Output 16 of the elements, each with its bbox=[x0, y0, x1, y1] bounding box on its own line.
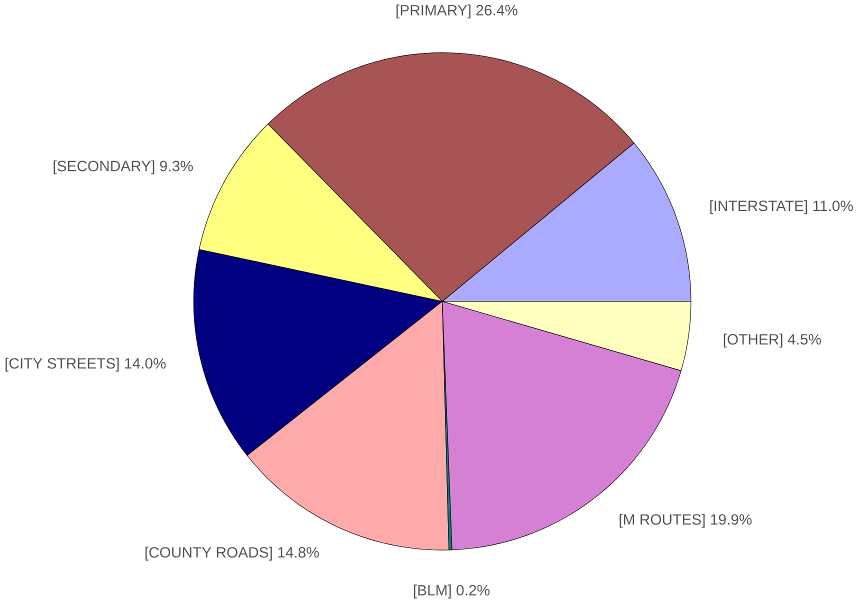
data-label: 14.0% bbox=[125, 358, 166, 369]
slice-label: [CITY STREETS] bbox=[6, 358, 119, 372]
slice-label: [OTHER] bbox=[724, 334, 782, 348]
slice-label: [INTERSTATE] bbox=[710, 200, 808, 214]
data-label: 0.2% bbox=[456, 584, 490, 596]
slice-label: [BLM] bbox=[414, 584, 451, 598]
data-label: 4.5% bbox=[788, 334, 821, 345]
data-label: 14.8% bbox=[278, 547, 319, 558]
slice-label: [SECONDARY] bbox=[54, 160, 154, 174]
data-label: 11.0% bbox=[813, 200, 853, 212]
slice-label: [COUNTY ROADS] bbox=[145, 546, 272, 561]
data-label: 26.4% bbox=[476, 4, 518, 16]
data-label: 9.3% bbox=[160, 160, 193, 172]
slice-label: [M ROUTES] bbox=[620, 514, 705, 528]
data-label: 19.9% bbox=[711, 514, 752, 525]
slice-label: [PRIMARY] bbox=[396, 4, 470, 18]
